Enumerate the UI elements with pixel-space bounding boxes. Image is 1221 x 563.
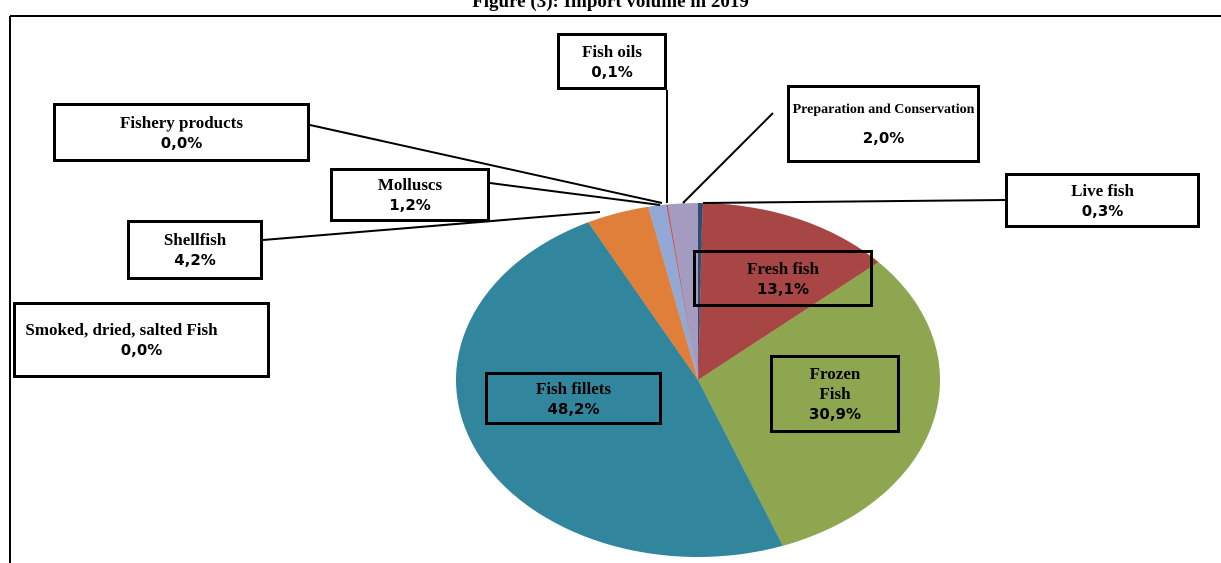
value-label: 0,0%: [160, 133, 203, 152]
slice-label: Frozen Fish 30,9%: [770, 355, 900, 433]
pie-slice: [698, 262, 941, 546]
slice-label: Shellfish 4,2%: [127, 220, 263, 280]
leader-lines: [262, 90, 1006, 241]
pie-slice: [666, 204, 698, 380]
pie-slice: [648, 204, 698, 380]
leader-line: [309, 124, 663, 204]
value-label: 4,2%: [174, 251, 216, 269]
category-label: Molluscs: [377, 175, 443, 194]
category-label: Smoked, dried, salted Fish: [25, 320, 218, 339]
category-label: Fresh fish: [747, 258, 819, 278]
value-label: 48,2%: [547, 399, 600, 418]
slice-label: Molluscs 1,2%: [330, 168, 490, 222]
leader-line: [682, 112, 774, 204]
category-label: Fish fillets: [535, 378, 612, 398]
leader-line: [489, 182, 661, 206]
frame: [9, 15, 1221, 563]
chart-title: Figure (3): Import volume in 2019: [472, 0, 749, 12]
value-label: 0,0%: [120, 341, 163, 359]
value-label: 0,1%: [591, 62, 633, 81]
pie-slice: [698, 203, 703, 380]
category-label: Live fish: [1071, 180, 1134, 200]
slice-label: Fresh fish 13,1%: [693, 250, 873, 307]
category-label: Fish oils: [582, 41, 642, 61]
category-label: Frozen Fish: [809, 364, 861, 403]
pie-slice: [698, 203, 879, 380]
category-label: Shellfish: [163, 230, 227, 249]
slice-label: Fish fillets 48,2%: [485, 372, 662, 425]
slice-label: Preparation and Conservation 2,0%: [787, 85, 980, 163]
value-label: 13,1%: [756, 279, 810, 298]
pie-slice: [667, 203, 698, 380]
slice-label: Live fish 0,3%: [1005, 173, 1200, 228]
leader-line: [262, 211, 601, 241]
slice-label: Fish oils 0,1%: [557, 33, 667, 90]
pie-slice: [588, 206, 698, 380]
pie-slice: [455, 222, 783, 558]
category-label: Preparation and Conservation: [792, 102, 975, 117]
value-label: 2,0%: [862, 129, 905, 147]
leader-line: [702, 199, 1006, 204]
slice-label: Fishery products 0,0%: [53, 103, 310, 162]
category-label: Fishery products: [120, 112, 243, 132]
pie: [455, 203, 941, 558]
value-label: 0,3%: [1081, 201, 1124, 220]
slice-label: Smoked, dried, salted Fish 0,0%: [13, 302, 270, 378]
value-label: 30,9%: [808, 405, 862, 423]
value-label: 1,2%: [389, 196, 431, 214]
